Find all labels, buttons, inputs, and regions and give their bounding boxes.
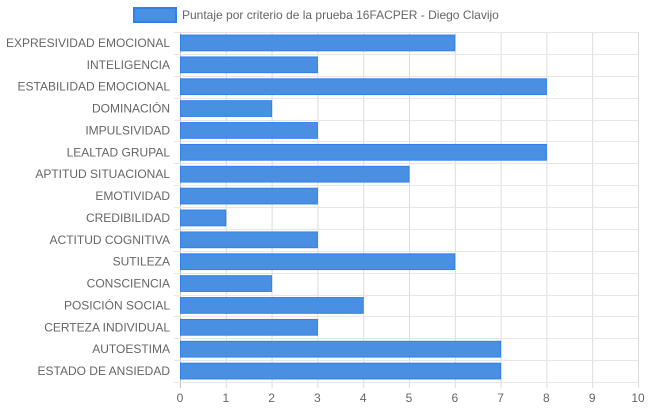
category-label: SUTILEZA <box>113 255 170 269</box>
bar[interactable] <box>180 253 456 271</box>
bar[interactable] <box>180 340 502 358</box>
category-label: DOMINACIÓN <box>92 101 170 116</box>
bar[interactable] <box>180 122 318 139</box>
bar[interactable] <box>180 34 456 52</box>
bar[interactable] <box>180 209 227 227</box>
category-label: CONSCIENCIA <box>87 277 170 291</box>
category-label: ESTADO DE ANSIEDAD <box>38 364 171 378</box>
x-tick-label: 8 <box>543 391 550 405</box>
legend-label[interactable]: Puntaje por criterio de la prueba 16FACP… <box>182 8 499 22</box>
x-tick-label: 5 <box>406 391 413 405</box>
x-tick-label: 1 <box>222 391 229 405</box>
bar[interactable] <box>180 78 547 96</box>
bar[interactable] <box>180 231 318 249</box>
x-tick-label: 3 <box>314 391 321 405</box>
category-label: CERTEZA INDIVIDUAL <box>44 320 170 334</box>
bar[interactable] <box>180 297 364 314</box>
bar[interactable] <box>180 318 318 336</box>
category-label: LEALTAD GRUPAL <box>67 145 171 159</box>
x-tick-label: 10 <box>631 391 645 405</box>
category-label: POSICIÓN SOCIAL <box>64 297 170 312</box>
x-tick-labels: 0 1 2 3 4 5 6 7 8 9 10 <box>177 391 645 405</box>
x-tick-label: 9 <box>589 391 596 405</box>
x-tick-label: 2 <box>268 391 275 405</box>
bar[interactable] <box>180 187 318 205</box>
bar[interactable] <box>180 100 273 117</box>
category-label: ESTABILIDAD EMOCIONAL <box>18 80 171 94</box>
x-tick-label: 0 <box>177 391 184 405</box>
category-label: ACTITUD COGNITIVA <box>50 233 170 247</box>
bar[interactable] <box>180 275 273 292</box>
bar[interactable] <box>180 362 502 380</box>
x-tick-label: 7 <box>497 391 504 405</box>
legend-swatch[interactable] <box>133 7 177 23</box>
category-label: EXPRESIVIDAD EMOCIONAL <box>6 36 170 50</box>
category-label: IMPULSIVIDAD <box>85 123 170 137</box>
category-label: AUTOESTIMA <box>92 342 170 356</box>
category-labels: EXPRESIVIDAD EMOCIONAL INTELIGENCIA ESTABI… <box>6 36 170 378</box>
legend[interactable]: Puntaje por criterio de la prueba 16FACP… <box>133 7 499 23</box>
category-label: INTELIGENCIA <box>87 58 170 72</box>
bars <box>180 34 547 380</box>
category-label: APTITUD SITUACIONAL <box>35 167 170 181</box>
category-label: CREDIBILIDAD <box>86 211 170 225</box>
x-tick-label: 6 <box>451 391 458 405</box>
bar[interactable] <box>180 56 318 74</box>
bar[interactable] <box>180 143 547 161</box>
category-label: EMOTIVIDAD <box>95 189 170 203</box>
x-tick-label: 4 <box>360 391 367 405</box>
bar[interactable] <box>180 165 410 183</box>
